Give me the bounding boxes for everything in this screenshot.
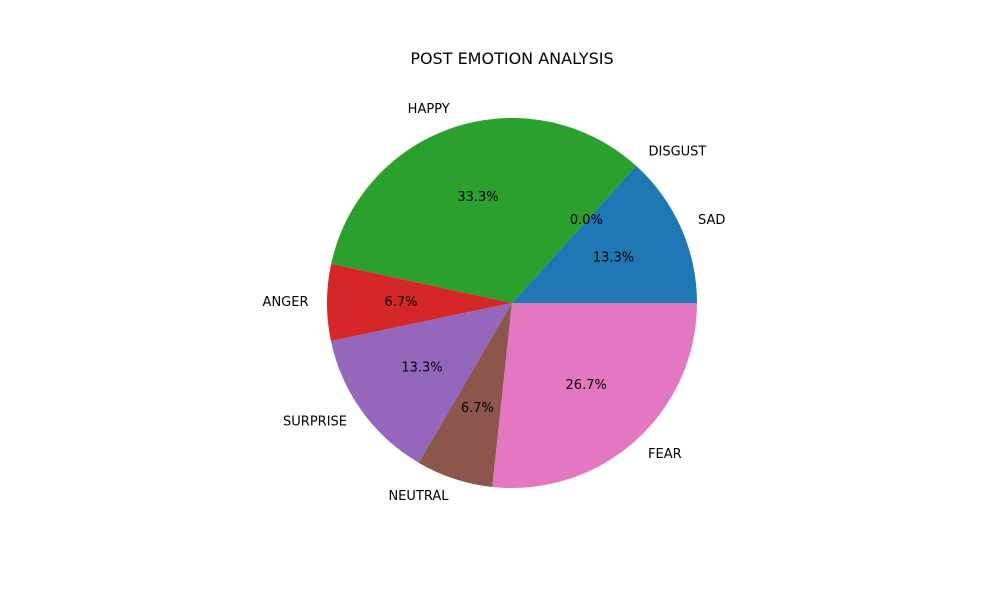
pie-slice-happy [331, 118, 637, 303]
slice-label-disgust: DISGUST [649, 145, 707, 160]
pct-label-disgust: 0.0% [570, 213, 603, 228]
pie-slice-sad [512, 165, 697, 303]
slice-label-neutral: NEUTRAL [388, 489, 449, 504]
pct-label-fear: 26.7% [566, 378, 607, 393]
pie-slice-anger [327, 263, 512, 342]
slice-label-fear: FEAR [648, 447, 682, 462]
pie-slice-fear [492, 303, 697, 489]
chart-title: POST EMOTION ANALYSIS [410, 49, 613, 68]
pie-slice-neutral [418, 303, 512, 487]
pie-slice-surprise [330, 303, 512, 463]
pct-label-neutral: 6.7% [461, 401, 494, 416]
pct-label-sad: 13.3% [593, 251, 634, 266]
pct-label-anger: 6.7% [384, 295, 417, 310]
slice-label-surprise: SURPRISE [283, 415, 347, 430]
pct-label-surprise: 13.3% [401, 361, 442, 376]
pct-label-happy: 33.3% [457, 190, 498, 205]
slice-label-sad: SAD [698, 213, 725, 228]
pie-labels: SAD 13.3% DISGUST 0.0% HAPPY 33.3% ANGER 6.7% SU… [263, 102, 726, 504]
slice-label-anger: ANGER [263, 295, 309, 310]
slice-label-happy: HAPPY [408, 102, 450, 117]
pie-slices [327, 118, 697, 489]
